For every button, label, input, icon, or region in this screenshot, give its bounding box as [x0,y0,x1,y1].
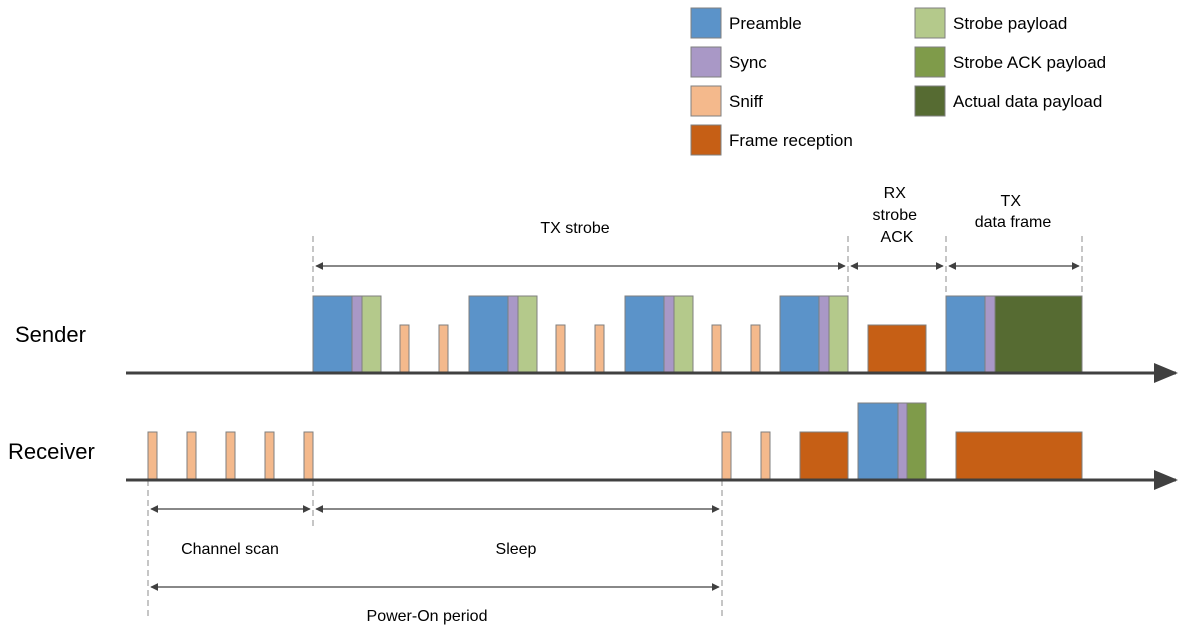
legend-label-sniff: Sniff [729,92,763,111]
legend-label-preamble: Preamble [729,14,802,33]
receiver-sniff-pulse [186,431,197,480]
span-label-tx-strobe: TX strobe [540,220,609,237]
sender-sync-block [663,295,675,373]
lane-label-receiver: Receiver [8,439,95,464]
legend-item-strobe-ack-payload: Strobe ACK payload [914,46,1106,78]
legend-item-preamble: Preamble [690,7,802,39]
sender-frame-reception-block [867,324,927,373]
sender-strobe-payload-block [828,295,849,373]
sender-preamble-block [945,295,986,373]
lane-label-sender: Sender [15,322,86,347]
span-label-channel-scan: Channel scan [181,541,279,558]
receiver-sync-block [897,402,908,480]
legend-swatch-strobe-payload [914,7,946,39]
span-label-tx-data-frame-line: TX [1001,193,1022,210]
sender-strobe-payload-block [517,295,538,373]
sender-sync-block [351,295,363,373]
sender-sync-block [984,295,996,373]
legend: Preamble Sync Sniff Frame reception Stro… [690,7,1106,156]
sender-sniff-pulse [555,324,566,373]
receiver-sniff-pulse [225,431,236,480]
legend-item-frame-reception: Frame reception [690,124,853,156]
receiver-spans: Channel scan Sleep Power-On period [150,505,720,625]
span-label-tx-data-frame-line: data frame [975,214,1052,231]
legend-label-strobe-payload: Strobe payload [953,14,1067,33]
receiver-frame-reception-block [955,431,1083,480]
sender-preamble-block [624,295,665,373]
span-label-tx-data-frame: TX data frame [975,193,1052,231]
sender-lane: Sender [15,295,1178,383]
receiver-sniff-pulse [147,431,158,480]
legend-swatch-strobe-ack-payload [914,46,946,78]
span-label-power-on-period: Power-On period [367,608,488,625]
legend-swatch-sync [690,46,722,78]
receiver-sniff-pulse [760,431,771,480]
legend-label-actual-data-payload: Actual data payload [953,92,1102,111]
guide-lines [147,236,1083,616]
sender-strobe-payload-block [361,295,382,373]
receiver-sniff-pulse [264,431,275,480]
legend-label-sync: Sync [729,53,767,72]
sender-sniff-pulse [594,324,605,373]
legend-item-actual-data-payload: Actual data payload [914,85,1102,117]
legend-item-sync: Sync [690,46,767,78]
legend-swatch-frame-reception [690,124,722,156]
legend-swatch-actual-data-payload [914,85,946,117]
span-label-rx-strobe-ack: RX strobe ACK [873,185,922,246]
legend-label-frame-reception: Frame reception [729,131,853,150]
sender-sniff-pulse [750,324,761,373]
legend-swatch-sniff [690,85,722,117]
receiver-preamble-block [857,402,899,480]
sender-sniff-pulse [399,324,410,373]
receiver-lane: Receiver [8,402,1178,490]
sender-sync-block [507,295,519,373]
legend-swatch-preamble [690,7,722,39]
sender-sync-block [818,295,830,373]
receiver-sniff-pulse [303,431,314,480]
legend-label-strobe-ack-payload: Strobe ACK payload [953,53,1106,72]
legend-item-sniff: Sniff [690,85,763,117]
sender-spans: TX strobe RX strobe ACK TX data frame [315,185,1080,270]
sender-strobe-payload-block [673,295,694,373]
span-label-rx-strobe-ack-line: strobe [873,207,918,224]
span-label-rx-strobe-ack-line: RX [884,185,907,202]
legend-item-strobe-payload: Strobe payload [914,7,1067,39]
sender-data-payload-block [994,295,1083,373]
receiver-frame-reception-block [799,431,849,480]
sender-preamble-block [312,295,353,373]
receiver-sniff-pulse [721,431,732,480]
span-label-rx-strobe-ack-line: ACK [881,229,914,246]
sender-preamble-block [779,295,820,373]
receiver-strobe-ack-payload-block [906,402,927,480]
sender-preamble-block [468,295,509,373]
sender-sniff-pulse [711,324,722,373]
sender-sniff-pulse [438,324,449,373]
span-label-sleep: Sleep [496,541,537,558]
